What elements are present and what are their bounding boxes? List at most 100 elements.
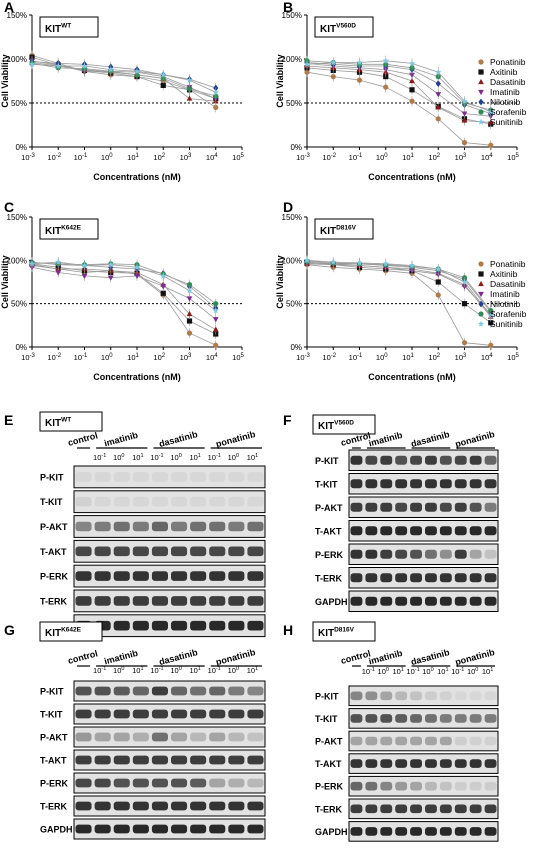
band: [380, 781, 393, 791]
band: [469, 714, 482, 723]
x-axis-label: Concentrations (nM): [368, 372, 456, 382]
band: [454, 827, 467, 836]
band: [94, 801, 111, 811]
band: [454, 714, 467, 723]
x-tick-base: 10: [481, 353, 489, 362]
x-tick-exponent: 0: [109, 153, 113, 159]
blot-strip: [348, 798, 499, 820]
band: [209, 571, 226, 581]
data-point-sunitinib: [382, 260, 389, 267]
blot-row-p-erk: P-ERK: [315, 543, 499, 565]
dose-base: 10: [150, 666, 158, 675]
band: [425, 502, 437, 512]
row-label: T-ERK: [40, 802, 68, 812]
x-tick-base: 10: [206, 353, 214, 362]
blot-row-t-kit: T-KIT: [315, 473, 499, 495]
band: [365, 479, 378, 489]
row-label: T-KIT: [40, 710, 63, 720]
dose-label: 100: [228, 666, 239, 675]
data-point-axitinib: [435, 279, 441, 285]
dose-response-chart-C: C0%50%100%150%10-3 10-2 10-1 100 101 102 103 10…: [0, 199, 245, 382]
x-tick-exponent: 2: [437, 353, 441, 359]
band: [247, 778, 264, 788]
band: [113, 755, 130, 765]
band: [171, 801, 188, 811]
y-tick-label: 150%: [282, 213, 302, 222]
legend-marker-sorafenib: [478, 109, 484, 115]
x-tick-label: 102: [153, 353, 165, 362]
band: [247, 686, 264, 696]
y-tick-label: 150%: [282, 11, 302, 20]
legend-marker-axitinib: [478, 69, 484, 75]
cell-line-label-text-sup: WT: [61, 23, 71, 30]
band: [439, 759, 452, 768]
x-axis-label: Concentrations (nM): [368, 172, 456, 182]
dose-exponent: 0: [236, 666, 239, 672]
blot-strip: [73, 703, 266, 725]
dose-label: 100: [113, 666, 124, 675]
band: [132, 755, 149, 765]
blot-row-p-kit: P-KIT: [40, 680, 266, 702]
row-label: T-ERK: [315, 804, 343, 814]
band: [380, 573, 393, 583]
data-point-axitinib: [160, 82, 166, 88]
legend-label-imatinib: Imatinib: [490, 87, 520, 97]
data-point-ponatinib: [330, 74, 336, 80]
row-label: T-KIT: [315, 479, 338, 489]
data-point-sorafenib: [488, 308, 494, 314]
data-point-sorafenib: [186, 282, 193, 288]
band: [75, 571, 92, 581]
x-tick-base: 10: [127, 153, 135, 162]
band: [484, 526, 497, 536]
dose-exponent: 1: [198, 453, 201, 459]
band: [228, 824, 245, 834]
data-point-sunitinib: [212, 307, 219, 314]
row-label: T-ERK: [315, 573, 343, 583]
dose-label: 10-1: [150, 666, 163, 675]
x-tick-label: 101: [402, 353, 414, 362]
band: [469, 827, 482, 836]
y-tick-label: 100%: [282, 256, 302, 265]
fit-curve-sorafenib: [31, 262, 217, 305]
blot-strip: [348, 590, 499, 612]
blot-row-p-akt: P-AKT: [315, 496, 499, 518]
data-point-axitinib: [488, 320, 494, 326]
data-point-dasatinib: [461, 117, 468, 123]
band: [410, 804, 422, 814]
blot-row-t-kit: T-KIT: [315, 708, 499, 729]
dose-exponent: 0: [431, 667, 434, 673]
data-point-sunitinib: [461, 97, 468, 104]
blot-row-p-akt: P-AKT: [315, 730, 499, 752]
x-tick-exponent: 1: [411, 153, 415, 159]
band: [94, 496, 111, 507]
band: [380, 691, 393, 701]
blot-strip: [73, 772, 266, 794]
band: [228, 620, 245, 631]
x-tick-label: 104: [481, 153, 493, 162]
data-point-sunitinib: [487, 108, 494, 115]
cell-line-label: KITD816V: [314, 218, 374, 240]
group-label-dasatinib: dasatinib: [158, 647, 199, 667]
band: [484, 573, 497, 583]
band: [365, 573, 378, 583]
band: [454, 502, 467, 512]
data-point-sunitinib: [81, 62, 88, 69]
dose-exponent: 1: [140, 453, 143, 459]
x-tick-base: 10: [349, 153, 357, 162]
x-tick-base: 10: [322, 353, 330, 362]
blot-strip: [348, 449, 499, 471]
band: [350, 526, 363, 536]
dose-label: 10-1: [150, 453, 163, 462]
data-point-sunitinib: [55, 62, 62, 69]
data-point-dasatinib: [186, 95, 193, 101]
dose-base: 10: [467, 667, 475, 676]
x-tick-exponent: 1: [411, 353, 415, 359]
band: [151, 709, 168, 719]
fit-curve-nilotinib: [306, 62, 491, 114]
blot-row-t-erk: T-ERK: [315, 567, 499, 589]
data-point-ponatinib: [461, 140, 468, 146]
data-point-imatinib: [461, 111, 468, 117]
band: [75, 686, 92, 696]
band: [228, 472, 245, 482]
dose-base: 10: [132, 666, 140, 675]
